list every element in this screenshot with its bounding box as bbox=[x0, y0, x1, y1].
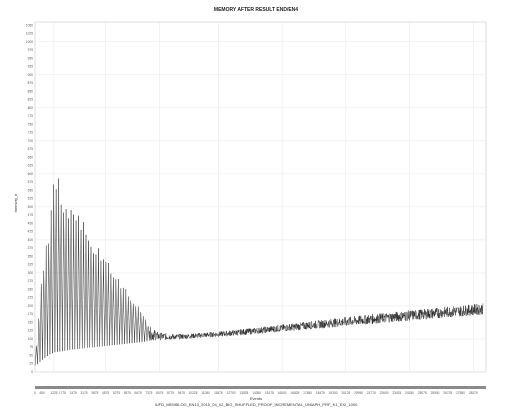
y-tick-label: 0 bbox=[31, 370, 33, 374]
y-tick-label: 1050 bbox=[26, 23, 33, 27]
y-tick-label: 775 bbox=[28, 114, 34, 118]
x-tick-label: 28375 bbox=[469, 391, 478, 395]
y-tick-label: 650 bbox=[28, 155, 34, 159]
grid-lines bbox=[35, 22, 486, 373]
x-tick-label: 3175 bbox=[80, 391, 87, 395]
series-layer bbox=[34, 178, 484, 366]
y-tick-label: 275 bbox=[28, 279, 34, 283]
x-tick-label: 19300 bbox=[329, 391, 338, 395]
x-tick-label: 25900 bbox=[431, 391, 440, 395]
x-tick-label: 22600 bbox=[380, 391, 389, 395]
y-tick-label: 900 bbox=[28, 73, 34, 77]
x-tick-label: 7375 bbox=[145, 391, 152, 395]
x-tick-label: 6675 bbox=[135, 391, 142, 395]
x-axis: 0 450 1225 1775 2475 3175 3875 4575 5275 5975 6675… bbox=[34, 391, 478, 395]
y-tick-label: 450 bbox=[28, 221, 34, 225]
y-tick-label: 225 bbox=[28, 296, 34, 300]
y-tick-label: 100 bbox=[28, 337, 34, 341]
y-tick-label: 175 bbox=[28, 312, 34, 316]
x-tick-label: 1225 bbox=[50, 391, 57, 395]
y-tick-label: 550 bbox=[28, 188, 34, 192]
y-tick-label: 150 bbox=[28, 320, 34, 324]
y-tick-label: 1000 bbox=[26, 40, 33, 44]
x-tick-label: 8775 bbox=[167, 391, 174, 395]
x-tick-label: 3875 bbox=[91, 391, 98, 395]
x-tick-label: 15175 bbox=[265, 391, 274, 395]
y-tick-label: 325 bbox=[28, 263, 34, 267]
y-axis: 0 25 50 75 100 125 150 175 200 225 250 275 300 325 350… bbox=[26, 23, 33, 374]
chart-subtitle: IUFD_MEMBLOG_EN13_2015_04_02_BIG_SHUFFLE… bbox=[155, 402, 358, 407]
y-tick-label: 575 bbox=[28, 180, 34, 184]
x-tick-label: 1775 bbox=[59, 391, 66, 395]
x-tick-label: 11875 bbox=[214, 391, 223, 395]
x-tick-label: 26725 bbox=[443, 391, 452, 395]
y-tick-label: 300 bbox=[28, 271, 34, 275]
x-tick-label: 27550 bbox=[456, 391, 465, 395]
x-tick-label: 11050 bbox=[201, 391, 210, 395]
x-tick-label: 10225 bbox=[188, 391, 197, 395]
y-tick-label: 700 bbox=[28, 139, 34, 143]
x-tick-label: 450 bbox=[39, 391, 45, 395]
y-tick-label: 250 bbox=[28, 287, 34, 291]
x-tick-label: 4575 bbox=[102, 391, 109, 395]
x-tick-label: 25075 bbox=[418, 391, 427, 395]
y-tick-label: 50 bbox=[29, 353, 33, 357]
y-tick-label: 675 bbox=[28, 147, 34, 151]
x-tick-label: 18475 bbox=[316, 391, 325, 395]
y-tick-label: 500 bbox=[28, 205, 34, 209]
chart-title: MEMORY AFTER RESULT END/EN4 bbox=[214, 7, 298, 13]
y-tick-label: 525 bbox=[28, 197, 34, 201]
x-tick-label: 21775 bbox=[367, 391, 376, 395]
x-tick-label: 16825 bbox=[290, 391, 299, 395]
x-tick-label: 13525 bbox=[239, 391, 248, 395]
x-tick-label: 9475 bbox=[178, 391, 185, 395]
y-tick-label: 625 bbox=[28, 164, 34, 168]
x-tick-label: 8075 bbox=[156, 391, 163, 395]
x-tick-label: 2475 bbox=[70, 391, 77, 395]
y-tick-label: 75 bbox=[29, 345, 33, 349]
x-axis-bar bbox=[35, 386, 486, 389]
y-axis-label: memory_k bbox=[13, 194, 18, 213]
x-tick-label: 0 bbox=[34, 391, 36, 395]
y-tick-label: 200 bbox=[28, 304, 34, 308]
y-tick-label: 375 bbox=[28, 246, 34, 250]
y-tick-label: 850 bbox=[28, 89, 34, 93]
y-tick-label: 950 bbox=[28, 56, 34, 60]
y-tick-label: 725 bbox=[28, 131, 34, 135]
y-tick-label: 25 bbox=[29, 362, 33, 366]
y-tick-label: 400 bbox=[28, 238, 34, 242]
x-tick-label: 24250 bbox=[405, 391, 414, 395]
x-tick-label: 17650 bbox=[303, 391, 312, 395]
y-tick-label: 425 bbox=[28, 230, 34, 234]
y-tick-label: 1025 bbox=[26, 32, 33, 36]
y-tick-label: 600 bbox=[28, 172, 34, 176]
x-axis-label: Events bbox=[250, 396, 262, 401]
x-tick-label: 16000 bbox=[278, 391, 287, 395]
series-line bbox=[34, 178, 484, 366]
x-tick-label: 23425 bbox=[392, 391, 401, 395]
x-tick-label: 5275 bbox=[113, 391, 120, 395]
y-tick-label: 350 bbox=[28, 254, 34, 258]
y-tick-label: 975 bbox=[28, 48, 34, 52]
x-tick-label: 20125 bbox=[341, 391, 350, 395]
x-tick-label: 14350 bbox=[252, 391, 261, 395]
y-tick-label: 800 bbox=[28, 106, 34, 110]
x-tick-label: 5975 bbox=[124, 391, 131, 395]
y-tick-label: 125 bbox=[28, 329, 34, 333]
x-tick-label: 12700 bbox=[227, 391, 236, 395]
y-tick-label: 750 bbox=[28, 122, 34, 126]
y-tick-label: 475 bbox=[28, 213, 34, 217]
y-tick-label: 925 bbox=[28, 65, 34, 69]
y-tick-label: 875 bbox=[28, 81, 34, 85]
y-tick-label: 825 bbox=[28, 98, 34, 102]
x-tick-label: 20950 bbox=[354, 391, 363, 395]
